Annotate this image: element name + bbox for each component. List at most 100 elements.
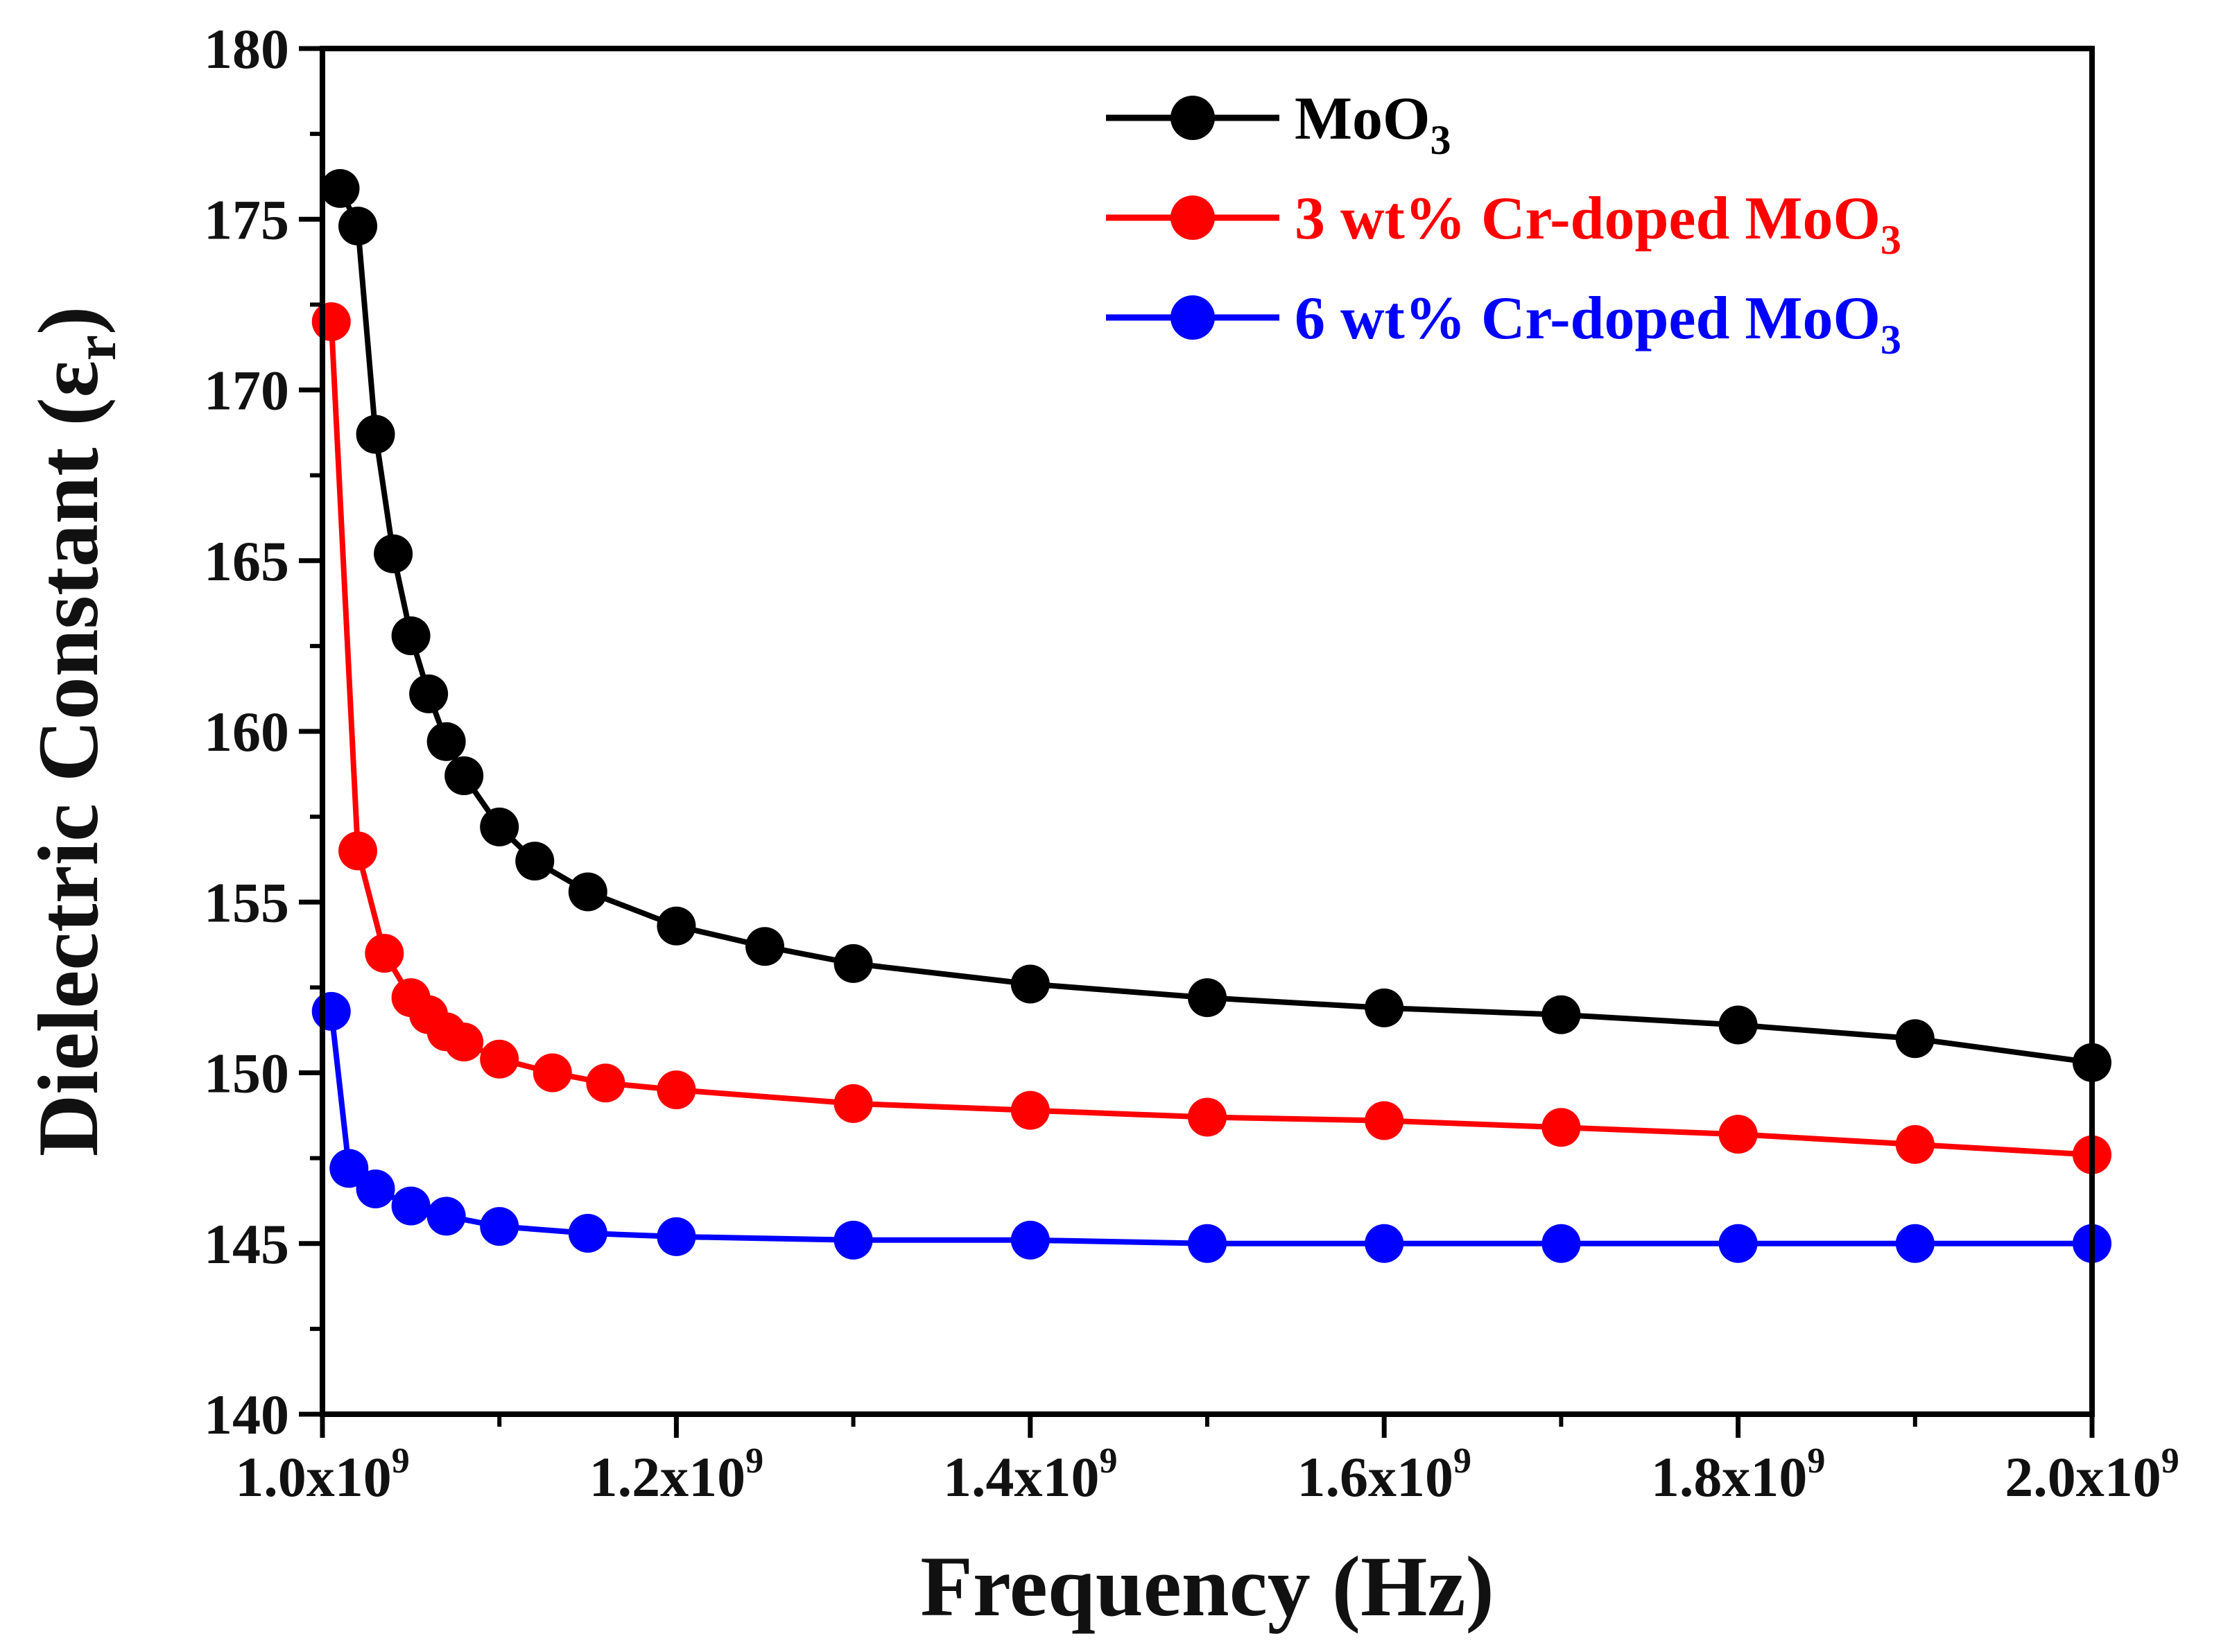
legend-label: 3 wt% Cr-doped MoO3	[1295, 185, 1901, 263]
data-point	[833, 944, 873, 983]
x-tick-exponent: 9	[1100, 1441, 1118, 1481]
x-tick-exponent: 9	[1453, 1441, 1471, 1481]
data-point	[374, 534, 413, 573]
data-point	[329, 1149, 369, 1188]
legend-label: 6 wt% Cr-doped MoO3	[1295, 285, 1901, 363]
data-point	[568, 872, 607, 912]
data-point	[480, 1207, 519, 1246]
x-tick-mantissa: 2.0x10	[2005, 1445, 2161, 1508]
y-axis-title-main: Dielectric Constant (ε	[21, 360, 116, 1156]
y-tick-label: 145	[204, 1212, 289, 1276]
data-point	[657, 906, 696, 946]
data-point	[391, 1186, 431, 1226]
data-point	[515, 842, 555, 881]
data-point	[1718, 1224, 1758, 1263]
data-point	[1188, 978, 1227, 1018]
x-tick-mantissa: 1.0x10	[235, 1445, 392, 1508]
data-point	[338, 207, 378, 246]
legend-marker	[1170, 295, 1215, 340]
x-tick-label: 1.8x109	[1651, 1441, 1826, 1508]
legend-item: 6 wt% Cr-doped MoO3	[1106, 285, 1901, 363]
data-point	[356, 1169, 395, 1208]
data-point	[426, 722, 466, 761]
y-axis-ticks: 140 145 150 155 160 165 170 175 180	[204, 17, 322, 1446]
data-point	[1188, 1097, 1227, 1137]
x-tick-label: 1.4x109	[943, 1441, 1118, 1508]
data-point	[1895, 1019, 1935, 1059]
data-point	[1010, 1220, 1050, 1260]
y-tick-label: 170	[204, 359, 289, 422]
x-tick-exponent: 9	[2161, 1441, 2179, 1481]
data-point	[1188, 1224, 1227, 1263]
data-point	[311, 302, 351, 341]
data-point	[533, 1053, 572, 1093]
legend-label-sub: 3	[1881, 317, 1901, 363]
plot-frame	[320, 46, 2095, 1417]
legend-item: 3 wt% Cr-doped MoO3	[1106, 185, 1901, 263]
data-point	[1541, 1108, 1581, 1147]
data-point	[1718, 1005, 1758, 1045]
series-line	[328, 1011, 2092, 1246]
x-tick-mantissa: 1.2x10	[589, 1445, 746, 1508]
data-point	[833, 1084, 873, 1123]
y-tick-label: 150	[204, 1042, 289, 1105]
data-point	[444, 1023, 484, 1062]
data-point	[320, 168, 360, 208]
data-point	[1365, 1224, 1404, 1263]
legend-label-main: MoO	[1295, 85, 1431, 153]
data-point	[1010, 1090, 1050, 1130]
data-point	[391, 616, 431, 656]
data-point	[1895, 1124, 1935, 1164]
x-tick-mantissa: 1.6x10	[1297, 1445, 1453, 1508]
data-point	[338, 831, 378, 871]
data-point	[409, 674, 449, 713]
legend-label: MoO3	[1295, 85, 1451, 163]
data-point	[1895, 1224, 1935, 1263]
data-point	[833, 1220, 873, 1260]
data-point	[1365, 1101, 1404, 1140]
y-axis-title: Dielectric Constant (εr)	[21, 306, 128, 1157]
data-point	[1718, 1115, 1758, 1154]
x-tick-label: 2.0x109	[2005, 1441, 2179, 1508]
data-point	[1541, 995, 1581, 1034]
x-axis-ticks: 1.0x109 1.2x109 1.4x109 1.6x109 1.8x109 2.0x1…	[235, 1414, 2179, 1508]
x-tick-exponent: 9	[392, 1441, 410, 1481]
x-tick-label: 1.0x109	[235, 1441, 410, 1508]
y-axis-title-close: )	[21, 306, 116, 335]
legend-label-main: 6 wt% Cr-doped MoO	[1295, 285, 1881, 352]
data-point	[480, 1039, 519, 1079]
data-point	[356, 415, 395, 454]
y-tick-label: 165	[204, 530, 289, 593]
data-point	[1010, 964, 1050, 1004]
data-point	[365, 934, 404, 973]
y-tick-label: 140	[204, 1383, 289, 1446]
data-point	[657, 1217, 696, 1256]
x-tick-mantissa: 1.4x10	[943, 1445, 1100, 1508]
x-tick-label: 1.6x109	[1297, 1441, 1471, 1508]
data-point	[745, 927, 784, 966]
data-point	[568, 1213, 607, 1253]
y-axis-title-sub: r	[64, 335, 128, 360]
data-point	[426, 1197, 466, 1236]
data-point	[1365, 988, 1404, 1027]
data-point	[480, 807, 519, 846]
legend-marker	[1170, 195, 1215, 240]
y-tick-label: 160	[204, 700, 289, 763]
x-tick-mantissa: 1.8x10	[1651, 1445, 1808, 1508]
y-tick-label: 175	[204, 188, 289, 251]
legend-label-main: 3 wt% Cr-doped MoO	[1295, 185, 1881, 252]
data-point	[657, 1070, 696, 1110]
data-point	[311, 991, 351, 1031]
series-layer	[311, 168, 2111, 1263]
x-tick-exponent: 9	[745, 1441, 763, 1481]
data-point	[1541, 1224, 1581, 1263]
legend-label-sub: 3	[1431, 117, 1451, 163]
legend-marker	[1170, 96, 1215, 140]
series-2	[311, 302, 2111, 1174]
x-tick-label: 1.2x109	[589, 1441, 764, 1508]
x-tick-exponent: 9	[1807, 1441, 1825, 1481]
data-point	[586, 1063, 625, 1103]
y-tick-label: 180	[204, 17, 289, 80]
